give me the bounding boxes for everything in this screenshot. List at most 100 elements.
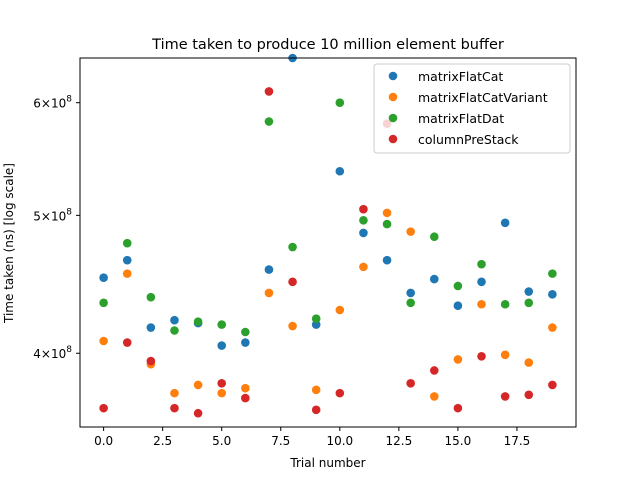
- data-point: [500, 299, 510, 309]
- data-point: [335, 305, 345, 315]
- data-point: [477, 277, 486, 287]
- data-point: [382, 219, 392, 229]
- data-point: [548, 323, 557, 332]
- legend-label: matrixFlatDat: [418, 111, 504, 126]
- legend-marker: [388, 92, 398, 102]
- x-tick-label: 10.0: [326, 434, 353, 448]
- data-point: [217, 320, 227, 329]
- data-point: [193, 317, 203, 326]
- legend: matrixFlatCat matrixFlatCatVariant matrixF…: [373, 63, 571, 154]
- series-matrixFlatDat: [99, 98, 557, 337]
- data-point: [264, 117, 274, 126]
- data-point: [477, 352, 486, 361]
- data-point: [382, 208, 392, 218]
- data-point: [146, 323, 156, 332]
- data-point: [217, 388, 227, 398]
- data-point: [241, 327, 250, 337]
- data-point: [453, 301, 463, 310]
- data-point: [359, 228, 368, 238]
- data-point: [264, 265, 274, 274]
- legend-label: matrixFlatCat: [418, 69, 503, 84]
- data-point: [359, 204, 368, 214]
- data-point: [193, 380, 203, 390]
- data-point: [288, 321, 297, 331]
- data-point: [477, 299, 486, 309]
- data-point: [500, 392, 510, 401]
- data-point: [429, 232, 439, 242]
- data-point: [311, 314, 321, 324]
- x-tick-label: 7.5: [271, 434, 290, 448]
- data-point: [453, 403, 463, 413]
- data-point: [548, 269, 557, 278]
- legend-marker: [388, 71, 398, 81]
- y-tick-label: 6×108: [33, 95, 72, 111]
- data-point: [500, 218, 510, 228]
- data-point: [453, 281, 463, 291]
- data-point: [122, 238, 132, 248]
- data-point: [99, 298, 108, 308]
- data-point: [429, 366, 439, 375]
- data-point: [264, 288, 274, 298]
- data-point: [122, 269, 132, 278]
- data-point: [453, 355, 463, 364]
- data-point: [170, 326, 179, 335]
- data-point: [264, 87, 274, 96]
- legend-marker: [388, 113, 398, 123]
- legend-label: columnPreStack: [418, 132, 519, 147]
- data-point: [477, 259, 486, 269]
- data-point: [170, 315, 179, 325]
- data-point: [406, 379, 415, 388]
- data-point: [146, 292, 156, 302]
- data-point: [170, 403, 179, 413]
- x-tick-label: 2.5: [153, 434, 172, 448]
- chart-title: Time taken to produce 10 million element…: [151, 37, 504, 53]
- legend-box: [373, 63, 571, 154]
- data-point: [359, 262, 368, 272]
- data-point: [122, 255, 132, 265]
- data-point: [241, 383, 250, 393]
- data-points: [99, 53, 557, 418]
- data-point: [548, 380, 557, 390]
- data-point: [146, 356, 156, 366]
- data-point: [99, 336, 108, 346]
- legend-marker: [388, 134, 398, 144]
- data-point: [193, 408, 203, 418]
- series-columnPreStack: [99, 87, 557, 418]
- data-point: [288, 242, 297, 252]
- x-axis-label: Trial number: [289, 456, 365, 470]
- data-point: [288, 277, 297, 287]
- data-point: [548, 290, 557, 299]
- data-point: [241, 393, 250, 403]
- data-point: [406, 227, 415, 236]
- data-point: [335, 166, 345, 176]
- data-point: [429, 392, 439, 401]
- x-axis-ticks: 0.0 2.5 5.0 7.5 10.0 12.5 15.0 17.5: [94, 427, 530, 448]
- data-point: [170, 388, 179, 398]
- data-point: [406, 298, 415, 308]
- y-tick-label: 5×108: [33, 207, 72, 223]
- x-tick-label: 0.0: [94, 434, 113, 448]
- x-tick-label: 17.5: [504, 434, 531, 448]
- plot-area-frame: [79, 57, 577, 428]
- data-point: [217, 341, 227, 350]
- x-tick-label: 15.0: [445, 434, 472, 448]
- data-point: [311, 405, 321, 415]
- x-tick-label: 5.0: [212, 434, 231, 448]
- legend-label: matrixFlatCatVariant: [418, 90, 548, 105]
- y-tick-label: 4×108: [33, 345, 72, 361]
- data-point: [524, 287, 534, 296]
- data-point: [335, 388, 345, 398]
- data-point: [524, 390, 534, 400]
- data-point: [241, 338, 250, 347]
- y-axis-label: Time taken (ns) [log scale]: [2, 163, 16, 324]
- x-tick-label: 12.5: [385, 434, 412, 448]
- data-point: [359, 216, 368, 225]
- data-point: [382, 255, 392, 265]
- data-point: [429, 274, 439, 284]
- data-point: [217, 379, 227, 388]
- data-point: [335, 98, 345, 107]
- data-point: [311, 385, 321, 395]
- data-point: [524, 298, 534, 308]
